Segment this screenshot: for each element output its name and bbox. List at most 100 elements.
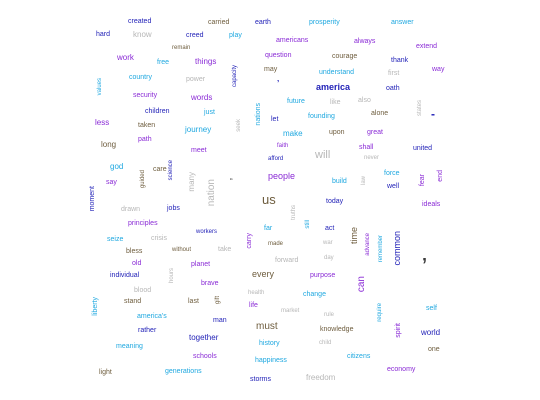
cloud-word: truths (291, 205, 297, 221)
cloud-word: ’ (277, 79, 280, 88)
cloud-word: force (384, 170, 400, 177)
cloud-word: taken (138, 122, 156, 129)
cloud-word: bless (126, 248, 143, 255)
cloud-word: understand (319, 69, 355, 76)
cloud-word: long (101, 140, 117, 149)
cloud-word: stand (124, 298, 142, 305)
cloud-word: play (229, 32, 242, 39)
cloud-word: care (153, 166, 167, 173)
cloud-word: always (354, 38, 376, 45)
cloud-word: words (191, 93, 213, 102)
cloud-word: together (189, 333, 219, 342)
cloud-word: far (264, 225, 273, 232)
cloud-word: first (388, 70, 400, 77)
cloud-word: can (356, 276, 367, 293)
cloud-word: act (325, 225, 335, 232)
cloud-word: upon (329, 129, 345, 136)
cloud-word: seek (236, 119, 242, 132)
cloud-word: prosperity (309, 19, 340, 26)
cloud-word: purpose (310, 272, 336, 279)
cloud-word: never (364, 155, 380, 161)
cloud-word: freedom (306, 373, 336, 382)
cloud-word: child (319, 340, 332, 346)
cloud-word: work (117, 53, 134, 62)
cloud-word: market (281, 308, 300, 314)
cloud-word: - (431, 107, 435, 121)
cloud-word: drawn (121, 206, 141, 213)
cloud-word: courage (332, 53, 358, 60)
cloud-word: carried (208, 19, 230, 26)
cloud-word: will (315, 149, 331, 161)
cloud-word: faith (277, 143, 289, 149)
cloud-word: alone (371, 110, 389, 117)
cloud-word: history (259, 340, 280, 347)
cloud-word: oath (386, 85, 400, 92)
cloud-word: life (249, 302, 258, 309)
cloud-word: also (358, 97, 371, 104)
cloud-word: made (268, 241, 284, 247)
cloud-word: free (157, 59, 170, 66)
cloud-word: require (377, 303, 383, 322)
cloud-word: let (271, 116, 279, 123)
cloud-word: war (323, 240, 333, 246)
cloud-word: remain (172, 45, 191, 51)
cloud-word: day (324, 255, 334, 261)
cloud-word: america's (137, 313, 167, 320)
cloud-word: americans (276, 37, 309, 44)
cloud-word: economy (387, 366, 416, 373)
cloud-word: every (252, 269, 275, 279)
cloud-word: make (283, 129, 303, 138)
cloud-word: hard (96, 31, 111, 38)
cloud-word: blood (134, 287, 152, 294)
cloud-word: hours (169, 268, 175, 284)
cloud-word: crisis (151, 235, 167, 242)
cloud-word: jobs (167, 205, 180, 212)
cloud-word: creed (186, 32, 204, 39)
cloud-word: law (361, 176, 367, 186)
cloud-word: things (195, 57, 217, 66)
cloud-word: security (133, 92, 158, 99)
cloud-word: answer (391, 19, 414, 26)
cloud-word: know (133, 30, 152, 39)
cloud-word: children (145, 108, 170, 115)
cloud-word: great (367, 129, 383, 136)
cloud-word: afford (268, 156, 284, 162)
cloud-word: change (303, 291, 326, 298)
cloud-word: may (264, 66, 278, 73)
cloud-word: light (99, 369, 112, 376)
cloud-word: end (437, 170, 444, 182)
cloud-word: storms (250, 376, 271, 383)
cloud-word: moment (89, 186, 96, 212)
cloud-word: individual (110, 272, 140, 279)
cloud-word: path (138, 136, 152, 143)
cloud-word: guided (140, 170, 146, 189)
cloud-word: god (110, 162, 124, 171)
cloud-word: states (417, 100, 423, 117)
cloud-word: extend (416, 43, 438, 50)
cloud-word: journey (185, 125, 212, 134)
cloud-word: thank (391, 57, 409, 64)
cloud-word: united (413, 145, 433, 152)
cloud-word: less (95, 118, 110, 127)
cloud-word: nations (255, 103, 262, 126)
cloud-word: people (268, 171, 296, 181)
cloud-word: brave (201, 280, 219, 287)
cloud-word: say (106, 179, 117, 186)
cloud-word: way (432, 66, 445, 73)
cloud-word: forward (275, 257, 299, 264)
cloud-word: just (204, 109, 215, 116)
cloud-word: take (218, 246, 232, 253)
cloud-word: man (213, 317, 227, 324)
cloud-word: self (426, 305, 437, 312)
cloud-word: build (332, 178, 347, 185)
cloud-word: nation (206, 179, 217, 207)
cloud-word: fear (419, 174, 426, 187)
cloud-word: us (262, 192, 276, 207)
cloud-word: “ (230, 177, 233, 186)
cloud-word: without (172, 247, 192, 253)
cloud-word: common (392, 231, 402, 266)
cloud-word: future (287, 98, 305, 105)
cloud-word: question (265, 52, 292, 59)
cloud-word: happiness (255, 357, 287, 364)
